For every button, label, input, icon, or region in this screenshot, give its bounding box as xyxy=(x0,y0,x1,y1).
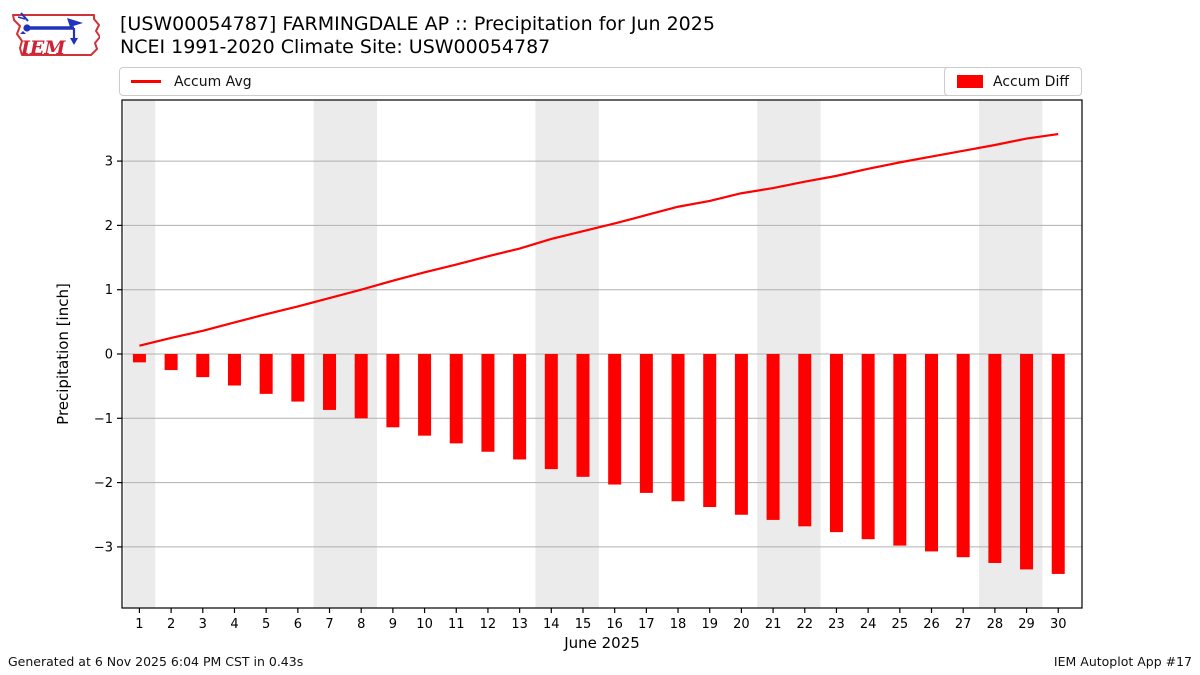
x-tick-label: 29 xyxy=(1018,617,1035,632)
x-tick-label: 14 xyxy=(543,617,560,632)
accum-diff-bar-day-22 xyxy=(798,354,812,527)
x-axis-label: June 2025 xyxy=(563,634,640,652)
weathervane-icon xyxy=(17,12,83,45)
accum-diff-bar-day-8 xyxy=(354,354,368,419)
accum-diff-bar-day-5 xyxy=(259,354,273,394)
accum-diff-bar-day-29 xyxy=(1020,354,1034,570)
accum-diff-bar-day-27 xyxy=(956,354,970,558)
accum-diff-bar-day-26 xyxy=(925,354,939,552)
accum-avg-line xyxy=(139,132,1059,347)
x-tick-label: 6 xyxy=(294,617,302,632)
accum-diff-bar-day-6 xyxy=(291,354,305,402)
legend-row: Accum Avg Accum Diff xyxy=(119,67,1082,96)
title-block: [USW00054787] FARMINGDALE AP :: Precipit… xyxy=(120,13,715,59)
x-tick-label: 30 xyxy=(1050,617,1067,632)
x-tick-label: 15 xyxy=(575,617,592,632)
accum-diff-bar-day-9 xyxy=(386,354,400,428)
accum-diff-bar-day-20 xyxy=(734,354,748,515)
accum-avg-legend-label: Accum Avg xyxy=(174,73,252,90)
accum-diff-bar-day-3 xyxy=(196,354,210,378)
accum-diff-bar-day-21 xyxy=(766,354,780,520)
accum-diff-bar-day-30 xyxy=(1051,354,1065,574)
accum-diff-bar-day-11 xyxy=(449,354,463,444)
x-tick-label: 27 xyxy=(955,617,972,632)
accum-diff-bar-day-19 xyxy=(703,354,717,508)
x-tick-label: 20 xyxy=(733,617,750,632)
x-tick-label: 10 xyxy=(416,617,433,632)
iem-logo: IEM xyxy=(8,4,101,64)
accum-diff-bar-day-12 xyxy=(481,354,495,452)
accum-diff-bar-day-15 xyxy=(576,354,590,477)
accum-diff-bar-day-13 xyxy=(513,354,527,460)
x-tick-label: 23 xyxy=(828,617,845,632)
x-tick-label: 22 xyxy=(796,617,813,632)
x-tick-label: 18 xyxy=(670,617,687,632)
iem-logo-text: IEM xyxy=(20,37,66,59)
x-tick-label: 1 xyxy=(135,617,143,632)
x-tick-label: 26 xyxy=(923,617,940,632)
accum-diff-bar-day-2 xyxy=(164,354,178,371)
x-tick-label: 24 xyxy=(860,617,877,632)
x-tick-label: 19 xyxy=(701,617,718,632)
x-tick-label: 9 xyxy=(389,617,397,632)
x-tick-label: 13 xyxy=(511,617,528,632)
legend-accum-avg: Accum Avg xyxy=(119,67,1082,96)
y-tick-label: −3 xyxy=(94,540,113,555)
x-tick-label: 7 xyxy=(325,617,333,632)
y-tick-label: −1 xyxy=(94,412,113,427)
accum-diff-bar-day-18 xyxy=(671,354,685,502)
y-tick-label: 1 xyxy=(105,283,113,298)
x-tick-label: 16 xyxy=(606,617,623,632)
accum-diff-bar-day-16 xyxy=(608,354,622,485)
accum-diff-bar-day-1 xyxy=(132,354,146,363)
accum-diff-bar-day-14 xyxy=(544,354,558,470)
accum-diff-bar-day-4 xyxy=(227,354,241,386)
x-tick-label: 17 xyxy=(638,617,655,632)
legend-accum-diff: Accum Diff xyxy=(943,67,1082,96)
accum-diff-bar-day-7 xyxy=(323,354,337,410)
y-axis-label: Precipitation [inch] xyxy=(54,283,72,425)
y-tick-label: −2 xyxy=(94,476,113,491)
chart-subtitle: NCEI 1991-2020 Climate Site: USW00054787 xyxy=(120,36,551,58)
y-tick-label: 2 xyxy=(105,219,113,234)
x-tick-label: 11 xyxy=(448,617,465,632)
x-tick-label: 25 xyxy=(892,617,909,632)
x-tick-label: 3 xyxy=(199,617,207,632)
accum-diff-bar-day-17 xyxy=(639,354,653,493)
accum-diff-bar-day-23 xyxy=(829,354,843,533)
accum-diff-bar-day-10 xyxy=(418,354,432,436)
x-tick-label: 4 xyxy=(230,617,238,632)
x-tick-label: 12 xyxy=(480,617,497,632)
x-tick-label: 2 xyxy=(167,617,175,632)
iowa-state-outline-icon xyxy=(12,14,101,56)
x-tick-label: 5 xyxy=(262,617,270,632)
accum-avg-line-swatch-icon xyxy=(131,80,161,83)
autoplot-app-credit: IEM Autoplot App #17 xyxy=(1053,654,1192,669)
accum-diff-bar-day-24 xyxy=(861,354,875,540)
x-tick-label: 21 xyxy=(765,617,782,632)
iem-logo-graphic: IEM xyxy=(12,12,101,59)
generated-timestamp: Generated at 6 Nov 2025 6:04 PM CST in 0… xyxy=(8,654,304,669)
y-tick-label: 3 xyxy=(105,155,113,170)
x-tick-label: 8 xyxy=(357,617,365,632)
accum-diff-bar-swatch-icon xyxy=(956,75,983,88)
accum-diff-bar-day-25 xyxy=(893,354,907,546)
chart-title: [USW00054787] FARMINGDALE AP :: Precipit… xyxy=(120,13,715,35)
accum-diff-bar-day-28 xyxy=(988,354,1002,563)
accum-diff-legend-label: Accum Diff xyxy=(992,73,1069,90)
y-tick-label: 0 xyxy=(105,348,113,363)
x-tick-label: 28 xyxy=(987,617,1004,632)
